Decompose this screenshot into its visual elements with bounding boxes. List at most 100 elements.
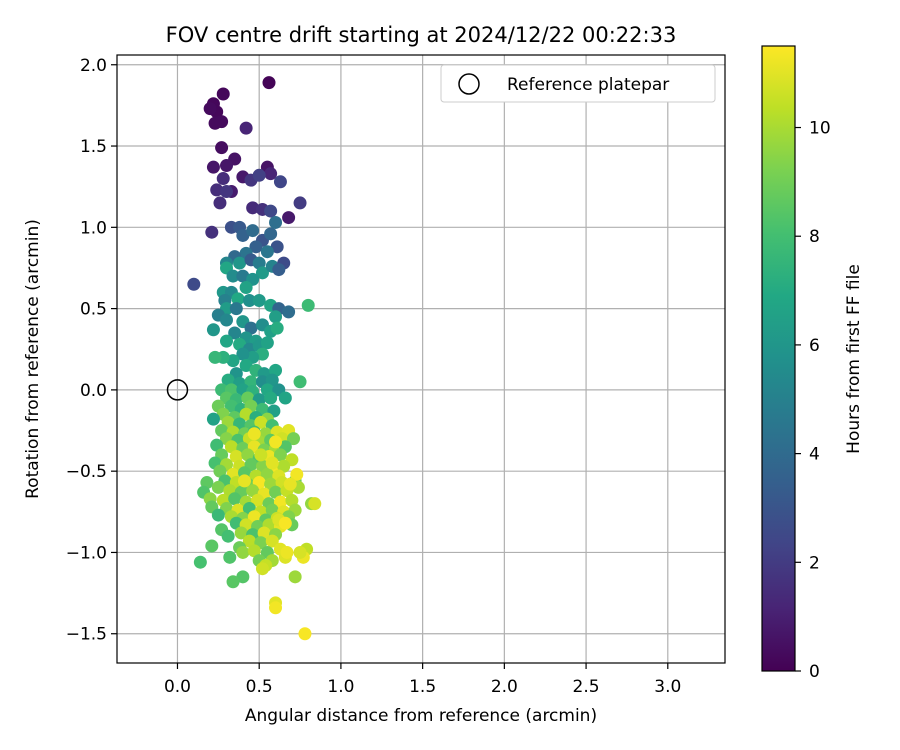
colorbar-tick-label: 6 bbox=[809, 336, 820, 356]
data-point bbox=[242, 534, 256, 548]
data-point bbox=[229, 516, 243, 530]
y-tick-label: 1.5 bbox=[80, 137, 107, 157]
data-point bbox=[287, 432, 301, 446]
data-point bbox=[260, 245, 274, 259]
data-point bbox=[236, 269, 250, 283]
data-point bbox=[228, 326, 242, 340]
colorbar-tick-label: 0 bbox=[809, 662, 820, 682]
data-point bbox=[220, 334, 234, 348]
data-point bbox=[282, 305, 296, 319]
data-point bbox=[247, 510, 261, 524]
data-point bbox=[260, 467, 274, 481]
data-point bbox=[239, 407, 253, 421]
data-point bbox=[211, 480, 225, 494]
y-tick-label: 0.0 bbox=[80, 381, 107, 401]
data-point bbox=[293, 196, 307, 210]
data-point bbox=[236, 570, 250, 584]
y-tick-label: −1.0 bbox=[66, 543, 107, 563]
data-point bbox=[241, 448, 255, 462]
data-point bbox=[210, 438, 224, 452]
data-point bbox=[255, 562, 269, 576]
data-point bbox=[252, 293, 266, 307]
data-point bbox=[262, 76, 276, 90]
data-point bbox=[206, 160, 220, 174]
y-tick-label: 2.0 bbox=[80, 56, 107, 76]
data-point bbox=[234, 526, 248, 540]
data-point bbox=[231, 292, 245, 306]
data-point bbox=[228, 492, 242, 506]
data-point bbox=[187, 277, 201, 291]
data-point bbox=[239, 121, 253, 135]
data-point bbox=[269, 310, 283, 324]
colorbar-tick-label: 10 bbox=[809, 119, 831, 139]
data-point bbox=[270, 321, 284, 335]
data-point bbox=[264, 167, 278, 181]
data-point bbox=[224, 399, 238, 413]
data-point bbox=[216, 87, 230, 101]
data-point bbox=[239, 359, 253, 373]
x-tick-label: 1.5 bbox=[409, 677, 436, 697]
data-point bbox=[215, 141, 229, 155]
data-point bbox=[203, 102, 217, 116]
data-point bbox=[244, 321, 258, 335]
y-tick-label: 1.0 bbox=[80, 218, 107, 238]
data-point bbox=[278, 516, 292, 530]
data-point bbox=[229, 450, 243, 464]
data-point bbox=[255, 347, 269, 361]
data-point bbox=[242, 293, 256, 307]
data-point bbox=[285, 493, 299, 507]
data-point bbox=[205, 225, 219, 239]
data-point bbox=[246, 201, 260, 215]
x-tick-label: 0.5 bbox=[246, 677, 273, 697]
x-axis-ticks: 0.0 0.5 1.0 1.5 2.0 2.5 3.0 bbox=[164, 663, 681, 697]
data-point bbox=[229, 302, 243, 316]
data-point bbox=[264, 227, 278, 241]
data-point bbox=[265, 456, 279, 470]
colorbar-tick-label: 4 bbox=[809, 445, 820, 465]
data-point bbox=[193, 555, 207, 569]
data-point bbox=[254, 448, 268, 462]
data-point bbox=[221, 529, 235, 543]
data-point bbox=[208, 116, 222, 130]
legend-box bbox=[440, 64, 716, 103]
data-point bbox=[208, 350, 222, 364]
data-point bbox=[236, 347, 250, 361]
data-point bbox=[255, 266, 269, 280]
colorbar-ticks: 0 2 4 6 8 10 bbox=[795, 119, 831, 682]
data-point bbox=[226, 354, 240, 368]
data-point bbox=[269, 215, 283, 229]
data-point bbox=[216, 172, 230, 186]
data-point bbox=[265, 534, 279, 548]
data-point bbox=[206, 412, 220, 426]
data-point bbox=[221, 373, 235, 387]
x-tick-label: 0.0 bbox=[164, 677, 191, 697]
y-tick-label: −0.5 bbox=[66, 462, 107, 482]
data-point bbox=[254, 415, 268, 429]
data-point bbox=[226, 269, 240, 283]
data-point bbox=[308, 497, 322, 511]
grid bbox=[117, 55, 725, 663]
data-point bbox=[205, 539, 219, 553]
data-point bbox=[278, 391, 292, 405]
data-point bbox=[269, 435, 283, 449]
data-point bbox=[249, 240, 263, 254]
data-point bbox=[288, 570, 302, 584]
x-tick-label: 1.0 bbox=[327, 677, 354, 697]
colorbar-tick-label: 2 bbox=[809, 553, 820, 573]
data-point bbox=[260, 336, 274, 350]
data-point bbox=[264, 391, 278, 405]
data-point bbox=[206, 323, 220, 337]
x-tick-label: 2.5 bbox=[573, 677, 600, 697]
legend-label: Reference platepar bbox=[507, 75, 669, 95]
x-axis-label: Angular distance from reference (arcmin) bbox=[245, 706, 597, 726]
data-point bbox=[298, 627, 312, 641]
data-point bbox=[211, 508, 225, 522]
data-point bbox=[200, 476, 214, 490]
data-point bbox=[246, 484, 260, 498]
colorbar-label: Hours from first FF file bbox=[844, 264, 864, 454]
data-point bbox=[223, 550, 237, 564]
data-point bbox=[280, 545, 294, 559]
data-point bbox=[244, 375, 258, 389]
